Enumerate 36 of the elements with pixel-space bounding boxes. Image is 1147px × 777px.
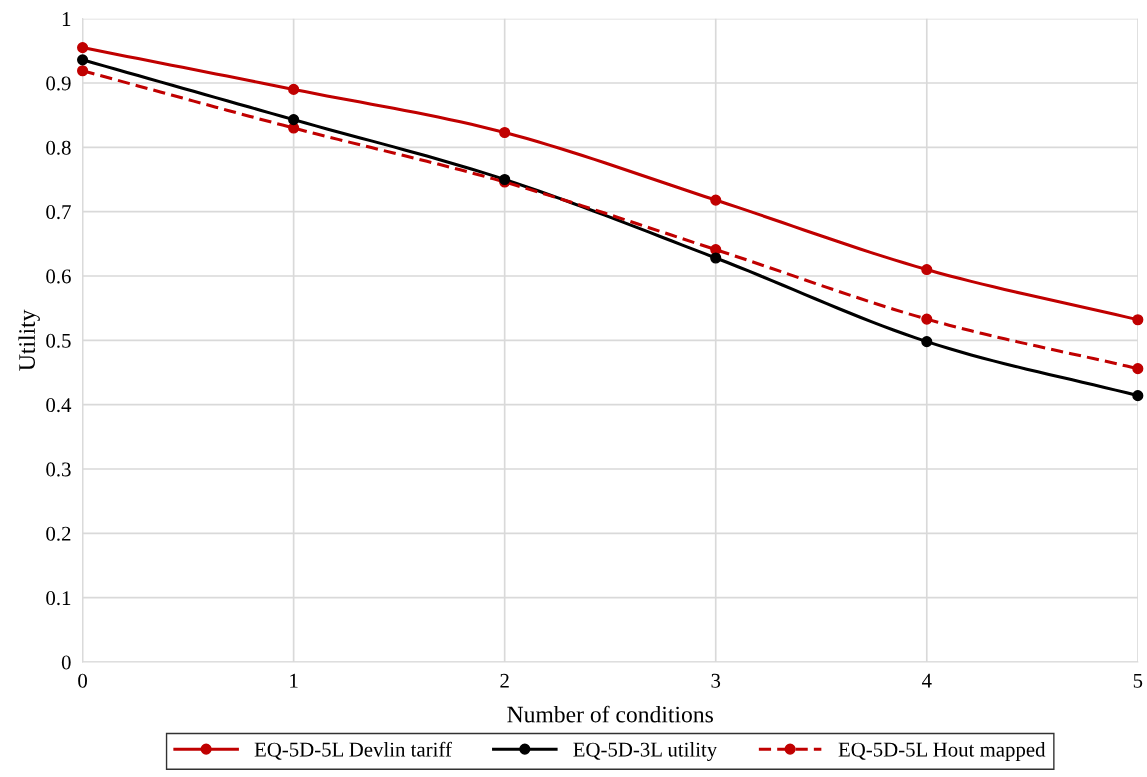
- y-tick-label: 1: [62, 12, 71, 26]
- point: [921, 313, 933, 325]
- legend-label: EQ-5D-3L utility: [573, 742, 718, 761]
- point: [1132, 363, 1144, 375]
- y-tick-label: 0.8: [46, 140, 71, 155]
- point: [921, 336, 933, 348]
- x-tick-label: 0: [78, 673, 87, 688]
- point: [288, 114, 300, 126]
- legend-label: EQ-5D-5L Devlin tariff: [254, 741, 452, 760]
- y-tick-label: 0.3: [46, 462, 71, 477]
- y-tick-label: 0.2: [46, 526, 71, 541]
- point: [77, 42, 89, 54]
- x-tick-label: 3: [711, 673, 721, 688]
- x-tick-label: 2: [500, 673, 509, 688]
- y-tick-label: 0.6: [46, 269, 71, 284]
- point: [499, 126, 511, 139]
- y-tick-label: 0.4: [46, 398, 72, 413]
- y-axis-title: Utility: [18, 309, 40, 371]
- legend-label: EQ-5D-5L Hout mapped: [838, 742, 1046, 761]
- point: [77, 65, 89, 77]
- y-tick-label: 0.1: [46, 591, 71, 606]
- x-tick-label: 4: [921, 673, 932, 688]
- y-tick-label: 0: [61, 655, 71, 670]
- y-tick-label: 0.5: [46, 333, 71, 348]
- y-tick-label: 0.7: [46, 205, 71, 220]
- point: [710, 252, 722, 264]
- x-tick-label: 1: [290, 673, 298, 688]
- point: [1132, 314, 1144, 326]
- x-axis-title: Number of conditions: [507, 705, 713, 723]
- point: [77, 54, 89, 66]
- point: [1132, 390, 1144, 402]
- point: [288, 83, 300, 95]
- y-tick-label: 0.9: [46, 76, 71, 91]
- x-tick-label: 5: [1133, 673, 1143, 688]
- point: [710, 194, 722, 206]
- point: [921, 264, 933, 276]
